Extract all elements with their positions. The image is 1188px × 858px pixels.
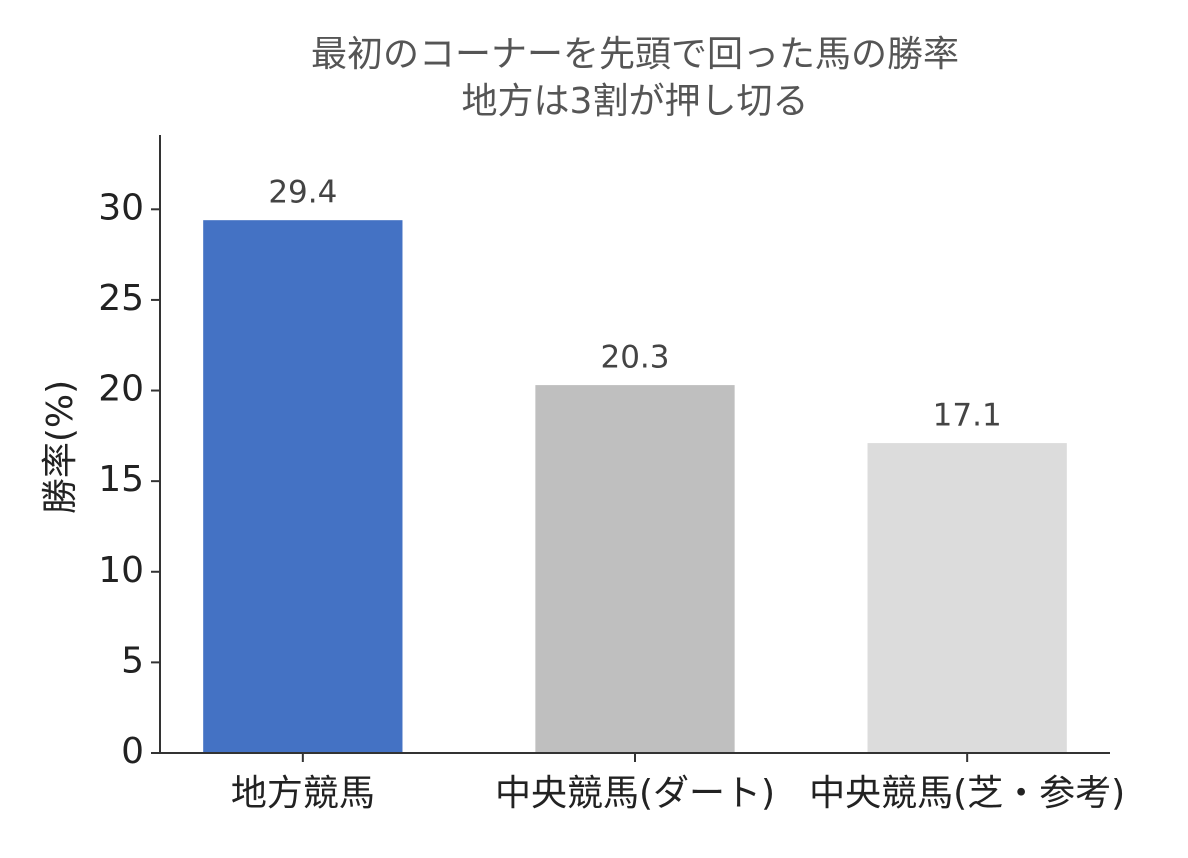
bar <box>867 443 1067 753</box>
value-label: 17.1 <box>933 398 1002 434</box>
bar <box>203 220 403 753</box>
x-tick-label: 中央競馬(芝・参考) <box>809 773 1125 814</box>
y-tick-label: 0 <box>121 731 144 772</box>
x-tick-label: 地方競馬 <box>231 773 375 814</box>
x-tick-label: 中央競馬(ダート) <box>495 773 775 814</box>
value-label: 20.3 <box>600 340 669 376</box>
y-tick-label: 10 <box>98 550 144 591</box>
y-axis-label: 勝率(%) <box>40 380 81 514</box>
chart-title: 最初のコーナーを先頭で回った馬の勝率 <box>311 34 959 75</box>
y-tick-label: 5 <box>121 640 144 681</box>
y-tick-label: 15 <box>98 459 144 500</box>
chart-subtitle: 地方は3割が押し切る <box>462 81 809 122</box>
y-tick-label: 30 <box>98 187 144 228</box>
value-label: 29.4 <box>268 175 337 211</box>
y-tick-label: 20 <box>98 369 144 410</box>
y-tick-label: 25 <box>98 278 144 319</box>
bar <box>535 385 735 753</box>
